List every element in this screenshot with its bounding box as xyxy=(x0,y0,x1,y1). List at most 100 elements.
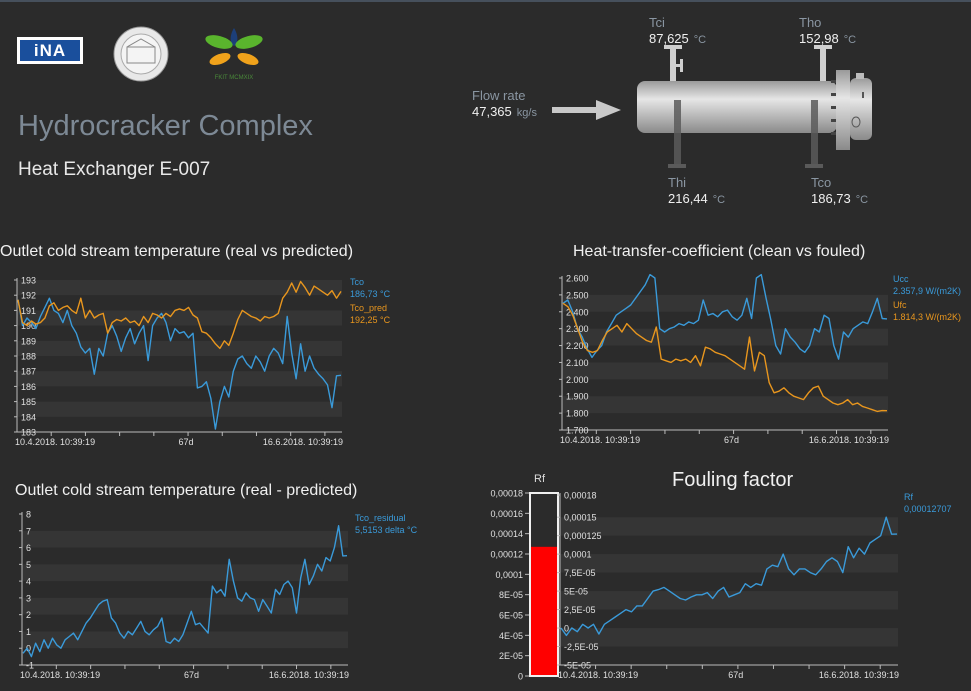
tci-readout: Tci 87,625 °C xyxy=(649,15,706,48)
y-tick-label: 2.400 xyxy=(566,307,589,317)
legend-value: 0,00012707 xyxy=(904,504,952,514)
gauge-label: Rf xyxy=(534,473,545,485)
grid-band xyxy=(560,628,898,647)
y-tick-label: 2 xyxy=(26,610,31,620)
y-tick-label: 0,00015 xyxy=(564,513,597,523)
y-tick-label: 1 xyxy=(26,627,31,637)
y-tick-label: 191 xyxy=(21,306,36,316)
y-tick-label: 0 xyxy=(26,644,31,654)
y-tick-label: -5E-05 xyxy=(564,661,591,671)
y-tick-label: 2.600 xyxy=(566,274,589,284)
tco-label: Tco xyxy=(811,175,832,190)
grid-band xyxy=(562,396,888,414)
y-tick-label: 5E-05 xyxy=(564,587,588,597)
flange xyxy=(836,70,850,150)
y-tick-label: 8 xyxy=(26,510,31,520)
page-subtitle: Heat Exchanger E-007 xyxy=(18,159,211,180)
x-tick-label: 10.4.2018. 10:39:19 xyxy=(560,435,640,445)
top-border xyxy=(0,0,971,2)
shell-cylinder xyxy=(637,81,837,133)
flow-arrow-icon xyxy=(552,100,621,120)
thi-unit: °C xyxy=(712,194,726,206)
gauge-tick-label: 0,00016 xyxy=(490,509,523,519)
y-tick-label: 2.100 xyxy=(566,358,589,368)
series-line-ufc xyxy=(562,302,888,413)
y-tick-label: 7,5E-05 xyxy=(564,568,596,578)
y-tick-label: 187 xyxy=(21,367,36,377)
y-tick-label: 192 xyxy=(21,291,36,301)
x-tick-label: 10.4.2018. 10:39:19 xyxy=(558,670,638,680)
legend-value: 5,5153 delta °C xyxy=(355,525,418,535)
tho-label: Tho xyxy=(799,15,822,30)
thi-value: 216,44 xyxy=(668,191,708,206)
chart-title-fouling: Fouling factor xyxy=(672,469,794,491)
page-title: Hydrocracker Complex xyxy=(18,110,313,142)
tci-inlet-pipe xyxy=(670,48,676,88)
series-line-ucc xyxy=(562,273,888,360)
university-seal-logo xyxy=(113,26,169,82)
chart-heat-transfer-coefficient: 1.7001.8001.9002.0002.1002.2002.3002.400… xyxy=(559,273,961,445)
y-tick-label: 184 xyxy=(21,412,36,422)
flow-rate-readout: Flow rate 47,365 kg/s xyxy=(472,88,537,121)
series-line-tco-residual xyxy=(22,525,348,658)
gauge-tick-label: 6E-05 xyxy=(499,611,523,621)
tci-label: Tci xyxy=(649,15,665,30)
y-tick-label: 2.200 xyxy=(566,341,589,351)
y-tick-label: 2.500 xyxy=(566,290,589,300)
legend-value: 186,73 °C xyxy=(350,289,391,299)
y-tick-label: 6 xyxy=(26,543,31,553)
tci-value: 87,625 xyxy=(649,31,689,46)
grid-band xyxy=(562,328,888,346)
x-tick-label: 16.6.2018. 10:39:19 xyxy=(809,435,889,445)
y-tick-label: 5 xyxy=(26,560,31,570)
chart-title-htc: Heat-transfer-coefficient (clean vs foul… xyxy=(573,243,866,260)
legend-name: Ufc xyxy=(893,300,907,310)
legend-value: 2.357,9 W/(m2K) xyxy=(893,286,961,296)
grid-band xyxy=(562,294,888,312)
y-tick-label: 7 xyxy=(26,526,31,536)
chart-tco-residual: -1 0 1 2 3 4 5 6 7 8 10.4.2018. 10:39:19 67d 16.6.20… xyxy=(19,510,418,680)
y-tick-label: 189 xyxy=(21,336,36,346)
legend-name: Rf xyxy=(904,492,913,502)
tho-unit: °C xyxy=(843,34,857,46)
grid-band xyxy=(22,564,348,582)
legend-value: 192,25 °C xyxy=(350,315,391,325)
y-tick-label: 188 xyxy=(21,352,36,362)
gauge-frame xyxy=(529,492,559,677)
y-tick-label: 190 xyxy=(21,321,36,331)
y-tick-label: 0 xyxy=(564,624,569,634)
chart-title-residual: Outlet cold stream temperature (real - p… xyxy=(15,482,358,499)
grid-band xyxy=(17,310,342,326)
x-tick-label: 10.4.2018. 10:39:19 xyxy=(15,437,95,447)
x-tick-label: 16.6.2018. 10:39:19 xyxy=(269,670,349,680)
x-tick-label: 67d xyxy=(178,437,193,447)
y-tick-label: 3 xyxy=(26,593,31,603)
heat-exchanger-diagram xyxy=(552,45,872,168)
legend-name: Tco_pred xyxy=(350,303,387,313)
y-tick-label: 1.700 xyxy=(566,426,589,436)
x-tick-label: 16.6.2018. 10:39:19 xyxy=(819,670,899,680)
tho-outlet-pipe xyxy=(820,48,826,88)
x-tick-label: 10.4.2018. 10:39:19 xyxy=(20,670,100,680)
gauge-tick-label: 0,00014 xyxy=(490,529,523,539)
chart-title-tco: Outlet cold stream temperature (real vs … xyxy=(0,243,354,260)
tho-value: 152,98 xyxy=(799,31,839,46)
tco-outlet-pipe xyxy=(811,100,818,168)
series-line-rf xyxy=(560,516,898,637)
series-line-tco-pred xyxy=(17,280,342,350)
y-tick-label: 183 xyxy=(21,428,36,438)
flow-rate-unit: kg/s xyxy=(516,107,537,119)
grid-band xyxy=(22,530,348,548)
grid-band xyxy=(560,591,898,610)
legend-name: Ucc xyxy=(893,274,909,284)
legend-value: 1.814,3 W/(m2K) xyxy=(893,312,961,322)
y-tick-label: 4 xyxy=(26,577,31,587)
grid-band xyxy=(560,554,898,573)
grid-band xyxy=(560,517,898,536)
thi-inlet-pipe xyxy=(674,100,681,168)
fkit-logo: FKIT MCMXIX xyxy=(205,28,263,81)
gauge-tick-label: 0,00018 xyxy=(490,489,523,499)
grid-band xyxy=(17,280,342,296)
grid-band xyxy=(22,631,348,649)
gauge-tick-label: 4E-05 xyxy=(499,631,523,641)
